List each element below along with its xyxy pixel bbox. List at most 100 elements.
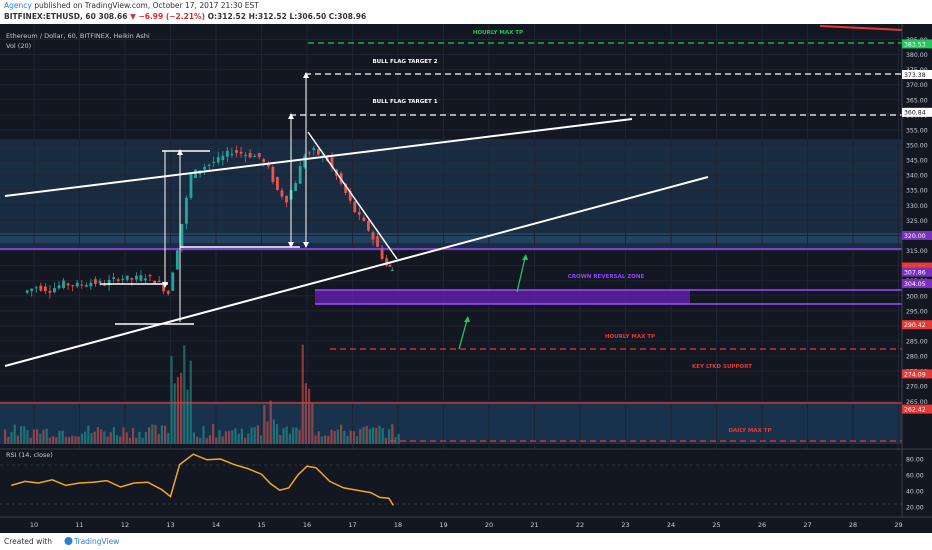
candle-body <box>298 166 302 184</box>
volume-bar <box>276 424 279 444</box>
x-tick-label: 14 <box>212 521 220 529</box>
volume-bar <box>45 428 48 444</box>
arrow-head-2 <box>177 149 183 155</box>
candle-body <box>194 169 197 178</box>
volume-bar <box>218 430 221 444</box>
candle-body <box>276 177 279 190</box>
y-tick-label: 380.00 <box>906 52 928 59</box>
volume-bar <box>256 425 259 444</box>
volume-bar <box>397 434 400 444</box>
volume-bar <box>295 427 298 444</box>
candle-body <box>94 279 97 284</box>
low-value: L:306.50 <box>289 12 327 21</box>
candle-body <box>53 288 56 293</box>
bull-flag-target-1-label: BULL FLAG TARGET 1 <box>372 99 437 105</box>
volume-bar <box>109 432 112 444</box>
green-arrow-2 <box>458 319 468 350</box>
price-label-box <box>902 39 932 49</box>
candles <box>25 145 394 299</box>
chart-canvas[interactable]: HOURLY MAX TP BULL FLAG TARGET 2 BULL FL… <box>0 24 932 533</box>
y-tick-label: 270.00 <box>906 384 928 391</box>
candle-body <box>116 279 120 281</box>
price-label-text: 307.86 <box>904 269 926 276</box>
volume-bar <box>269 400 272 444</box>
volume-bar <box>87 425 90 444</box>
x-tick-label: 10 <box>30 521 38 529</box>
y-tick-label: 370.00 <box>906 82 928 89</box>
volume-bar <box>208 435 211 444</box>
x-tick-label: 18 <box>394 521 402 529</box>
hourly-max-tp-lower-label: HOURLY MAX TP <box>605 334 655 340</box>
volume-bar <box>122 427 125 444</box>
price-label-box <box>902 279 932 289</box>
candle-body <box>121 278 125 280</box>
volume-bar <box>7 436 10 444</box>
volume-bar <box>202 425 205 444</box>
y-tick-label: 300.00 <box>906 293 928 300</box>
volume-bar <box>77 436 80 444</box>
volume-bar <box>266 421 269 444</box>
candle-body <box>225 150 229 157</box>
price-label-box <box>902 320 932 330</box>
candle-body <box>144 278 147 281</box>
volume-bar <box>333 430 336 444</box>
candle-body <box>207 164 211 166</box>
volume-bar <box>301 344 304 444</box>
volume-bar <box>176 377 179 444</box>
candle-body <box>316 149 320 155</box>
candle-body <box>385 258 389 266</box>
x-tick-label: 23 <box>621 521 629 529</box>
price-label-text: 320.00 <box>904 233 926 240</box>
volume-bar <box>352 431 355 444</box>
volume-bar <box>349 430 352 444</box>
volume-bars <box>4 344 400 444</box>
volume-bar <box>199 437 202 444</box>
volume-bar <box>167 432 170 444</box>
volume-bar <box>141 437 144 444</box>
candle-body <box>185 197 188 224</box>
volume-bar <box>93 431 96 444</box>
tradingview-brand[interactable]: TradingView <box>74 537 120 546</box>
candle-body <box>221 155 225 161</box>
x-tick-label: 20 <box>485 521 493 529</box>
volume-bar <box>375 427 378 444</box>
volume-bar <box>173 383 176 444</box>
candle-body <box>362 217 366 222</box>
close-value: C:308.96 <box>328 12 367 21</box>
candle-body <box>98 280 102 284</box>
chart-area[interactable]: HOURLY MAX TP BULL FLAG TARGET 2 BULL FL… <box>0 24 932 533</box>
candle-body <box>235 150 238 153</box>
candle-body <box>353 201 357 213</box>
volume-bar <box>330 429 333 444</box>
volume-bar <box>282 428 285 444</box>
candle-body <box>130 278 134 280</box>
author-link[interactable]: Agency <box>4 1 32 10</box>
lower-trendline <box>4 176 709 367</box>
rsi-tick-label: 60.00 <box>906 473 924 480</box>
y-tick-label: 350.00 <box>906 143 928 150</box>
arrow-head-6 <box>303 242 309 248</box>
y-tick-label: 285.00 <box>906 339 928 346</box>
candle-body <box>303 155 307 168</box>
candle-body <box>84 285 88 287</box>
volume-bar <box>170 356 173 444</box>
volume-bar <box>285 426 288 444</box>
x-tick-label: 15 <box>257 521 265 529</box>
volume-bar <box>58 431 61 444</box>
volume-bar <box>346 435 349 444</box>
volume-bar <box>215 437 218 444</box>
volume-bar <box>298 429 301 444</box>
volume-bar <box>20 426 23 444</box>
daily-max-tp-label: DAILY MAX TP <box>728 428 771 434</box>
volume-bar <box>292 427 295 444</box>
volume-bar <box>128 437 131 444</box>
x-tick-label: 24 <box>667 521 675 529</box>
volume-bar <box>32 429 35 444</box>
volume-bar <box>237 433 240 444</box>
candle-body <box>157 280 161 282</box>
volume-bar <box>164 425 167 444</box>
candle-body <box>344 183 348 193</box>
candle-body <box>203 166 207 170</box>
candle-body <box>244 154 247 157</box>
volume-bar <box>180 372 183 444</box>
